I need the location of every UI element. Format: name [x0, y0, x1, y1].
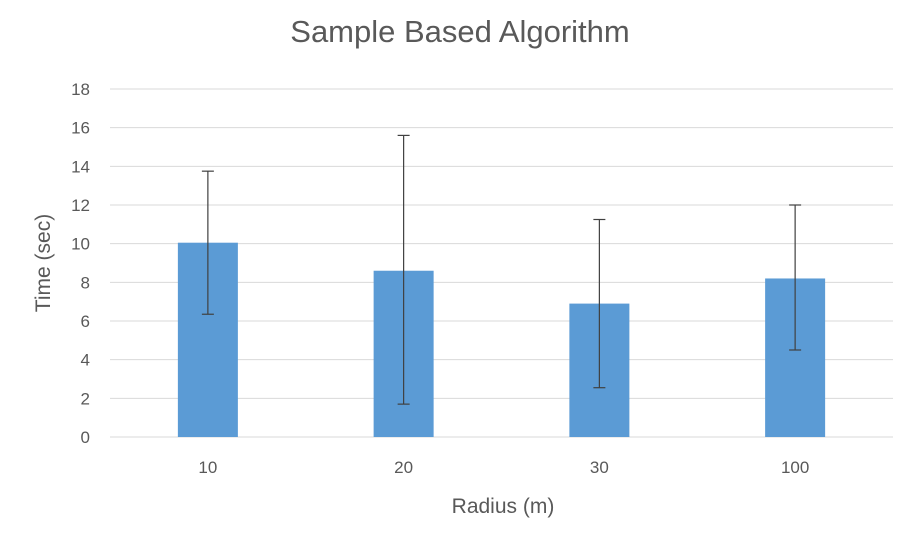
y-tick-label: 16 — [71, 119, 90, 138]
error-bar-20 — [397, 134, 410, 405]
y-tick-label: 18 — [71, 80, 90, 99]
gridlines — [110, 88, 893, 438]
x-tick-label: 20 — [394, 458, 413, 477]
y-axis-title: Time (sec) — [32, 214, 55, 312]
x-axis-ticks: 10 20 30 100 — [198, 458, 809, 477]
y-tick-label: 0 — [81, 428, 90, 447]
y-tick-label: 10 — [71, 235, 90, 254]
bars — [177, 242, 826, 437]
x-tick-label: 10 — [198, 458, 217, 477]
error-bar-100 — [789, 204, 802, 351]
error-bar-30 — [593, 218, 606, 389]
error-bars — [201, 134, 802, 405]
y-tick-label: 14 — [71, 157, 90, 176]
y-tick-label: 6 — [81, 312, 90, 331]
y-tick-label: 12 — [71, 196, 90, 215]
x-tick-label: 100 — [781, 458, 809, 477]
y-axis-ticks: 0 2 4 6 8 10 12 14 16 18 — [71, 80, 90, 447]
y-tick-label: 8 — [81, 273, 90, 292]
x-tick-label: 30 — [590, 458, 609, 477]
y-tick-label: 2 — [81, 389, 90, 408]
chart-title: Sample Based Algorithm — [290, 14, 630, 49]
y-tick-label: 4 — [81, 351, 90, 370]
error-bar-10 — [201, 170, 214, 315]
x-axis-title: Radius (m) — [452, 495, 555, 518]
